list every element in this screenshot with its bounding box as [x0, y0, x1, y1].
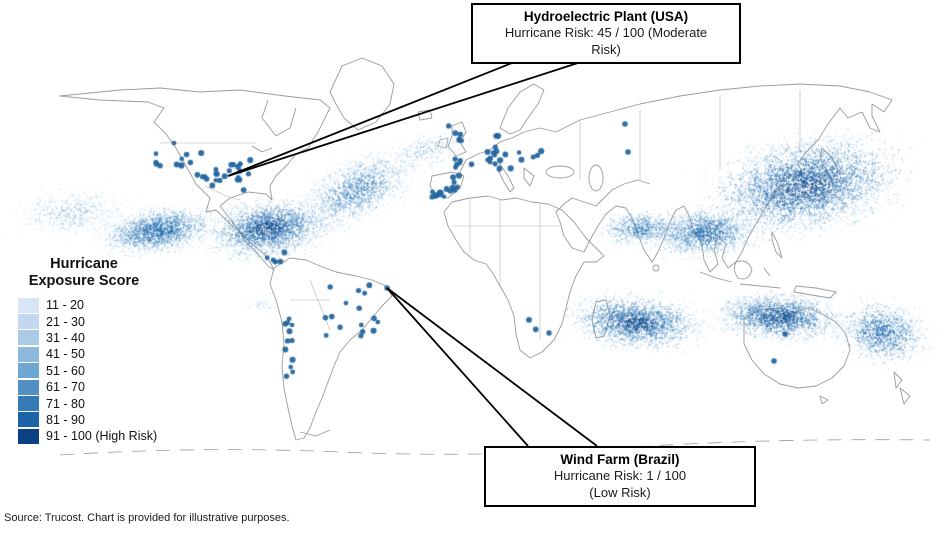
legend: Hurricane Exposure Score 11 - 20 21 - 30 3…	[8, 256, 160, 445]
legend-label: 11 - 20	[46, 298, 84, 313]
legend-item: 81 - 90	[18, 412, 160, 428]
legend-item: 11 - 20	[18, 297, 160, 313]
legend-swatch	[18, 297, 39, 313]
legend-swatch	[18, 363, 39, 379]
legend-swatch	[18, 412, 39, 428]
callout-body-line: Hurricane Risk: 45 / 100 (Moderate	[504, 25, 708, 41]
legend-item: 21 - 30	[18, 313, 160, 330]
legend-title-line1: Hurricane	[50, 256, 118, 272]
legend-label: 21 - 30	[46, 314, 85, 329]
legend-label: 81 - 90	[46, 412, 85, 427]
legend-swatch	[18, 428, 39, 444]
legend-item: 91 - 100 (High Risk)	[18, 428, 160, 444]
legend-swatch	[18, 379, 39, 395]
legend-swatch	[18, 330, 39, 346]
callout-wind-farm-brazil: Wind Farm (Brazil) Hurricane Risk: 1 / 1…	[484, 446, 756, 507]
legend-label: 71 - 80	[46, 396, 85, 411]
legend-label: 51 - 60	[46, 363, 85, 378]
legend-classes: 11 - 20 21 - 30 31 - 40 41 - 50 51 - 60 61 - …	[18, 297, 160, 445]
callout-title: Hydroelectric Plant (USA)	[523, 9, 689, 24]
legend-item: 31 - 40	[18, 330, 160, 346]
legend-title: Hurricane Exposure Score	[8, 256, 160, 290]
callout-hydroelectric-usa: Hydroelectric Plant (USA) Hurricane Risk…	[471, 3, 741, 64]
legend-label: 31 - 40	[46, 330, 85, 345]
legend-title-line2: Exposure Score	[28, 273, 140, 289]
callout-title: Wind Farm (Brazil)	[560, 452, 680, 467]
legend-swatch	[18, 314, 39, 330]
legend-swatch	[18, 396, 39, 412]
source-note: Source: Trucost. Chart is provided for i…	[4, 512, 290, 524]
legend-label: 41 - 50	[46, 347, 85, 362]
callout-pointer-line	[227, 60, 585, 177]
legend-item: 41 - 50	[18, 346, 160, 362]
callout-pointer-line	[386, 287, 598, 447]
callout-body-line: (Low Risk)	[589, 484, 651, 500]
callout-pointer-line	[386, 287, 529, 447]
legend-item: 71 - 80	[18, 395, 160, 412]
legend-label: 91 - 100 (High Risk)	[46, 429, 158, 444]
callout-body-line: Risk)	[591, 41, 621, 57]
legend-swatch	[18, 346, 39, 362]
callout-body-line: Hurricane Risk: 1 / 100	[553, 468, 687, 484]
legend-item: 51 - 60	[18, 363, 160, 379]
legend-item: 61 - 70	[18, 379, 160, 395]
legend-label: 61 - 70	[46, 380, 85, 395]
callout-pointer-line	[227, 60, 518, 177]
